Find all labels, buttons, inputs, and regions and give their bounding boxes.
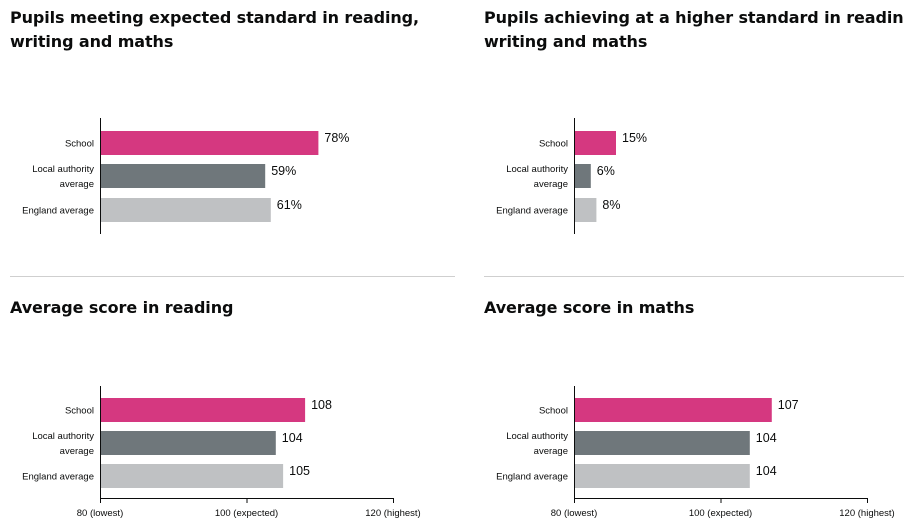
chart-title: Pupils meeting expected standard in read… (10, 8, 420, 51)
x-tick-label: 120 (highest) (365, 508, 420, 519)
x-tick-label: 80 (lowest) (77, 508, 123, 519)
chart-panel-expected-standard: Pupils meeting expected standard in read… (10, 6, 450, 234)
bar-local-authority (100, 431, 276, 455)
value-label-england: 8% (602, 198, 620, 212)
bar-england (574, 198, 597, 222)
value-label-england: 104 (756, 464, 777, 478)
value-label-local-authority: 104 (282, 431, 303, 445)
bar-school (100, 131, 319, 155)
bar-local-authority (100, 164, 266, 188)
value-label-school: 107 (778, 398, 799, 412)
section-divider (10, 276, 455, 277)
bar-england (100, 464, 284, 488)
chart-panel-higher-standard: Pupils achieving at a higher standard in… (484, 6, 904, 234)
chart-panel-maths-score: Average score in maths 107 School 104 Local… (484, 296, 904, 519)
value-label-england: 105 (289, 464, 310, 478)
value-label-school: 108 (311, 398, 332, 412)
bar-local-authority (574, 431, 750, 455)
bar-school (574, 131, 616, 155)
category-label-england: England average (22, 472, 94, 483)
bar-chart-reading-score: 108 School 104 Local authority average 105 Eng… (22, 386, 421, 519)
category-label-england: England average (22, 206, 94, 217)
value-label-local-authority: 59% (271, 164, 296, 178)
bar-local-authority (574, 164, 591, 188)
value-label-school: 15% (622, 131, 647, 145)
chart-panel-reading-score: Average score in reading 108 School 104 Loc… (10, 296, 450, 519)
x-tick-label: 100 (expected) (689, 508, 752, 519)
chart-title: Average score in reading (10, 298, 234, 317)
bar-chart-maths-score: 107 School 104 Local authority average 104 Eng… (496, 386, 895, 519)
category-label-local-authority: Local authority average (32, 164, 94, 190)
category-label-local-authority: Local authority average (506, 164, 568, 190)
category-label-school: School (65, 139, 94, 150)
bar-chart-expected-standard: 78% School 59% Local authority average 61% Eng… (22, 118, 349, 234)
value-label-school: 78% (324, 131, 349, 145)
bar-england (100, 198, 271, 222)
category-label-school: School (65, 406, 94, 417)
x-tick-label: 80 (lowest) (551, 508, 597, 519)
category-label-local-authority: Local authority average (32, 431, 94, 457)
value-label-local-authority: 104 (756, 431, 777, 445)
bar-chart-higher-standard: 15% School 6% Local authority average 8% Engla… (496, 118, 647, 234)
category-label-local-authority: Local authority average (506, 431, 568, 457)
x-tick-label: 100 (expected) (215, 508, 278, 519)
category-label-school: School (539, 139, 568, 150)
value-label-local-authority: 6% (597, 164, 615, 178)
chart-title: Average score in maths (484, 298, 695, 317)
category-label-school: School (539, 406, 568, 417)
x-tick-label: 120 (highest) (839, 508, 894, 519)
section-divider (484, 276, 904, 277)
category-label-england: England average (496, 472, 568, 483)
category-label-england: England average (496, 206, 568, 217)
value-label-england: 61% (277, 198, 302, 212)
bar-england (574, 464, 750, 488)
chart-title: Pupils achieving at a higher standard in… (484, 8, 904, 51)
bar-school (574, 398, 772, 422)
bar-school (100, 398, 306, 422)
